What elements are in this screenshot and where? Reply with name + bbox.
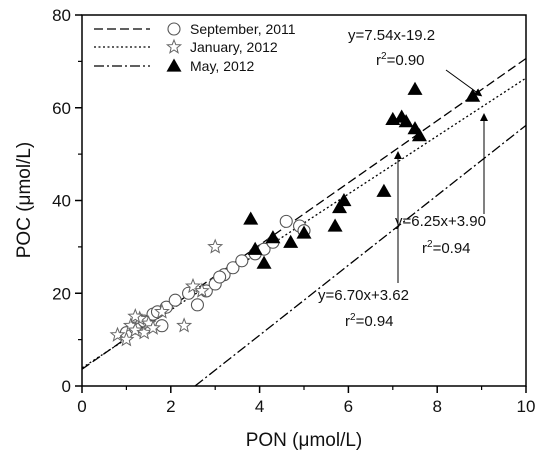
data-point-series-2 <box>153 303 170 319</box>
data-point-series-2 <box>193 282 210 298</box>
data-point-series-2 <box>127 307 144 324</box>
data-point-series-2 <box>127 322 144 338</box>
data-point-series-3 <box>407 81 423 95</box>
data-point-series-3 <box>398 114 414 128</box>
data-point-series-2 <box>176 317 193 333</box>
x-tick-label: 2 <box>166 397 175 416</box>
x-tick-label: 6 <box>344 397 353 416</box>
annotation-r2-3: r2=0.94 <box>345 312 394 330</box>
data-point-series-2 <box>207 238 224 254</box>
data-point-series-3 <box>265 230 281 244</box>
x-tick-label: 0 <box>77 397 86 416</box>
data-point-series-1 <box>226 261 240 275</box>
data-point-series-3 <box>465 88 481 102</box>
legend-label-2: January, 2012 <box>190 39 278 55</box>
fit-line-3 <box>194 124 526 386</box>
y-tick-label: 0 <box>62 377 71 396</box>
annotation-equation-1: y=7.54x-19.2 <box>348 27 435 44</box>
annotation-equation-3: y=6.70x+3.62 <box>318 287 409 304</box>
data-point-series-2 <box>145 319 162 335</box>
data-point-series-2 <box>136 324 153 340</box>
data-point-series-3 <box>247 241 263 255</box>
annotation-arrow-1 <box>445 69 483 97</box>
data-point-series-3 <box>336 193 352 207</box>
data-point-series-3 <box>296 225 312 239</box>
x-tick-label: 10 <box>517 397 536 416</box>
data-point-series-3 <box>376 183 392 197</box>
data-point-series-3 <box>332 199 348 214</box>
annotation-r2-1: r2=0.90 <box>376 51 425 69</box>
y-tick-label: 40 <box>52 192 71 211</box>
data-point-series-1 <box>213 270 227 284</box>
data-point-series-1 <box>190 298 204 312</box>
data-point-series-2 <box>109 326 126 342</box>
legend-label-1: September, 2011 <box>190 21 296 37</box>
fit-line-2 <box>82 77 526 369</box>
data-point-series-1 <box>279 214 293 228</box>
annotation-equation-2: y=6.25x+3.90 <box>395 213 486 230</box>
y-tick-label: 80 <box>52 6 71 25</box>
data-point-series-3 <box>327 218 343 232</box>
x-axis-title: PON (μmol/L) <box>246 430 363 451</box>
y-tick-label: 60 <box>52 99 71 118</box>
y-axis-title: POC (μmol/L) <box>14 142 35 259</box>
data-point-series-2 <box>184 277 202 294</box>
x-tick-label: 4 <box>255 397 264 416</box>
data-point-series-3 <box>243 211 259 225</box>
legend-marker-3 <box>166 58 182 72</box>
legend-label-3: May, 2012 <box>190 58 255 74</box>
data-point-series-1 <box>235 254 249 268</box>
data-point-series-1 <box>168 293 182 307</box>
y-tick-label: 20 <box>52 284 71 303</box>
data-point-series-3 <box>256 255 272 269</box>
data-point-series-3 <box>283 234 299 248</box>
legend-marker-1 <box>167 22 181 36</box>
annotation-r2-2: r2=0.94 <box>422 239 471 257</box>
x-tick-label: 8 <box>432 397 441 416</box>
data-point-series-2 <box>118 331 135 347</box>
legend-marker-2 <box>165 38 183 54</box>
data-point-series-3 <box>411 128 427 142</box>
